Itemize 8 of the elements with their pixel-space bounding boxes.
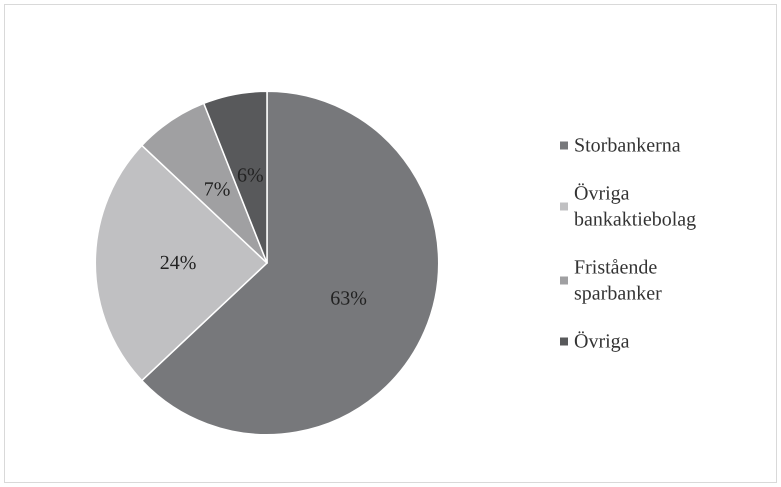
legend-label: Övriga bankaktiebolag xyxy=(574,182,696,230)
data-label: 63% xyxy=(330,287,367,310)
data-label: 6% xyxy=(237,164,264,187)
legend-label: Övriga xyxy=(574,330,630,352)
legend-label: Storbankerna xyxy=(574,134,681,156)
data-label: 7% xyxy=(204,178,230,201)
legend-label: Fristående sparbanker xyxy=(574,256,662,304)
data-label: 24% xyxy=(160,252,196,274)
